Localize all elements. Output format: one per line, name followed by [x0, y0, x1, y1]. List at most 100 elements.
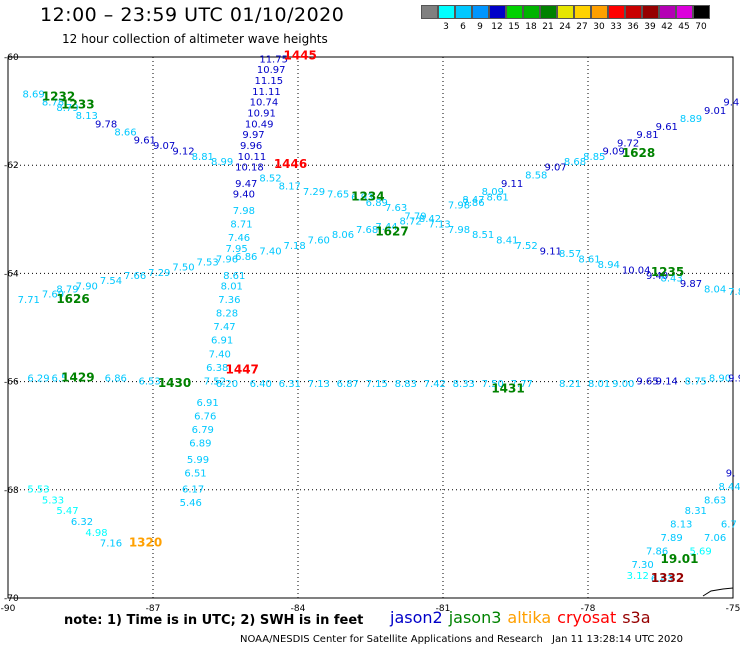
- pass-time-label: 1446: [274, 157, 307, 171]
- wave-height-value: 6.31: [279, 379, 301, 390]
- wave-height-value: 8.43: [661, 274, 683, 285]
- wave-height-value: 8.72: [400, 217, 422, 228]
- wave-height-value: 7.87: [728, 287, 740, 298]
- color-swatch: [455, 5, 472, 19]
- satellite-legend-item: jason2: [390, 608, 443, 627]
- pass-time-label: 1627: [375, 225, 408, 239]
- wave-height-value: 8.06: [332, 230, 354, 241]
- wave-height-value: 7.53: [197, 257, 219, 268]
- longitude-tick-label: -78: [581, 604, 596, 614]
- wave-height-value: 8.89: [680, 114, 702, 125]
- wave-height-value: 7.30: [632, 560, 654, 571]
- color-scale-label: 18: [525, 22, 537, 32]
- wave-height-value: 9.92: [728, 374, 740, 385]
- latitude-tick-label: -64: [4, 269, 19, 279]
- wave-height-value: 6.7: [721, 520, 737, 531]
- wave-height-value: 8.01: [588, 379, 610, 390]
- wave-height-value: 9.40: [646, 271, 668, 282]
- wave-height-value: 7.69: [42, 290, 64, 301]
- pass-time-label: 1233: [61, 97, 94, 111]
- wave-height-value: 7.95: [226, 244, 248, 255]
- wave-height-value: 9.: [726, 468, 736, 479]
- color-swatch: [472, 5, 489, 19]
- wave-height-value: 6.29: [27, 374, 49, 385]
- wave-height-value: 5.99: [187, 455, 209, 466]
- pass-time-label: 1234: [351, 189, 384, 203]
- page-title: 12:00 – 23:59 UTC 01/10/2020: [40, 4, 345, 26]
- wave-height-value: 7.96: [216, 255, 238, 266]
- latitude-tick-label: -60: [4, 53, 19, 63]
- color-swatch: [591, 5, 608, 19]
- wave-height-value: 8.01: [221, 282, 243, 293]
- pass-time-label: 1320: [129, 536, 162, 550]
- color-scale-label: 9: [477, 22, 483, 32]
- wave-height-value: 8.69: [23, 90, 45, 101]
- wave-height-value: 6.93: [351, 192, 373, 203]
- wave-height-value: 8.52: [259, 173, 281, 184]
- wave-height-value: 10.74: [250, 98, 279, 109]
- longitude-tick-label: -75: [726, 604, 740, 614]
- wave-height-value: 8.78: [42, 98, 64, 109]
- wave-height-value: 9.40: [233, 190, 255, 201]
- longitude-tick-label: -90: [1, 604, 16, 614]
- pass-time-label: 1626: [56, 292, 89, 306]
- wave-height-value: 9.78: [95, 119, 117, 130]
- wave-height-value: 9.4: [723, 98, 739, 109]
- wave-height-value: 6.40: [250, 379, 272, 390]
- color-swatch: [523, 5, 540, 19]
- wave-height-value: 8.68: [564, 157, 586, 168]
- color-swatch: [540, 5, 557, 19]
- wave-height-value: 6.17: [182, 485, 204, 496]
- wave-height-value: 6.76: [194, 411, 216, 422]
- latitude-tick-label: -66: [4, 378, 19, 388]
- color-swatch: [574, 5, 591, 19]
- wave-height-value: 7.54: [100, 276, 122, 287]
- wave-height-value: 6.38: [206, 363, 228, 374]
- wave-height-value: 8.63: [704, 495, 726, 506]
- color-scale-label: 24: [559, 22, 571, 32]
- wave-height-value: 9.14: [656, 376, 678, 387]
- wave-height-value: 7.89: [661, 533, 683, 544]
- pass-time-label: 1445: [284, 49, 317, 63]
- wave-height-value: 10.18: [235, 163, 264, 174]
- wave-height-value: 8.61: [223, 271, 245, 282]
- color-swatch: [659, 5, 676, 19]
- wave-height-value: 7.65: [327, 190, 349, 201]
- wave-height-value: 8.31: [685, 506, 707, 517]
- pass-time-label: 1429: [61, 371, 94, 385]
- map-frame: [7, 56, 734, 599]
- wave-height-value: 9.01: [704, 106, 726, 117]
- color-scale-label: 27: [576, 22, 588, 32]
- wave-height-value: 9.12: [172, 146, 194, 157]
- color-swatch: [693, 5, 710, 19]
- wave-height-value: 8.85: [583, 152, 605, 163]
- wave-height-value: 7.15: [366, 379, 388, 390]
- wave-height-value: 7.71: [18, 295, 40, 306]
- wave-height-value: 8.17: [279, 182, 301, 193]
- wave-height-value: 8.51: [472, 230, 494, 241]
- wave-height-value: 8.28: [216, 309, 238, 320]
- wave-height-value: 8.71: [230, 219, 252, 230]
- wave-height-value: 9.07: [545, 163, 567, 174]
- wave-height-value: 9.11: [540, 246, 562, 257]
- wave-height-value: 7.40: [259, 246, 281, 257]
- satellite-legend: jason2 jason3 altika cryosat s3a: [390, 608, 657, 627]
- wave-height-value: 5.33: [42, 495, 64, 506]
- wave-height-value: 7.46: [228, 233, 250, 244]
- wave-height-value: 8.66: [114, 127, 136, 138]
- wave-height-value: 7.86: [646, 547, 668, 558]
- longitude-tick-label: -84: [291, 604, 306, 614]
- pass-time-label: 19.01: [661, 552, 699, 566]
- wave-height-value: 4.98: [85, 528, 107, 539]
- color-swatch: [625, 5, 642, 19]
- wave-height-value: 8.13: [76, 111, 98, 122]
- wave-height-value: 10.97: [257, 65, 286, 76]
- wave-height-value: 9.11: [501, 179, 523, 190]
- wave-height-value: 8.83: [395, 379, 417, 390]
- pass-time-label: 1628: [622, 146, 655, 160]
- color-swatch: [608, 5, 625, 19]
- wave-height-value: 6.32: [71, 517, 93, 528]
- wave-height-value: 8.81: [192, 152, 214, 163]
- wave-height-value: 8.75: [685, 376, 707, 387]
- wave-height-value: 7.63: [385, 203, 407, 214]
